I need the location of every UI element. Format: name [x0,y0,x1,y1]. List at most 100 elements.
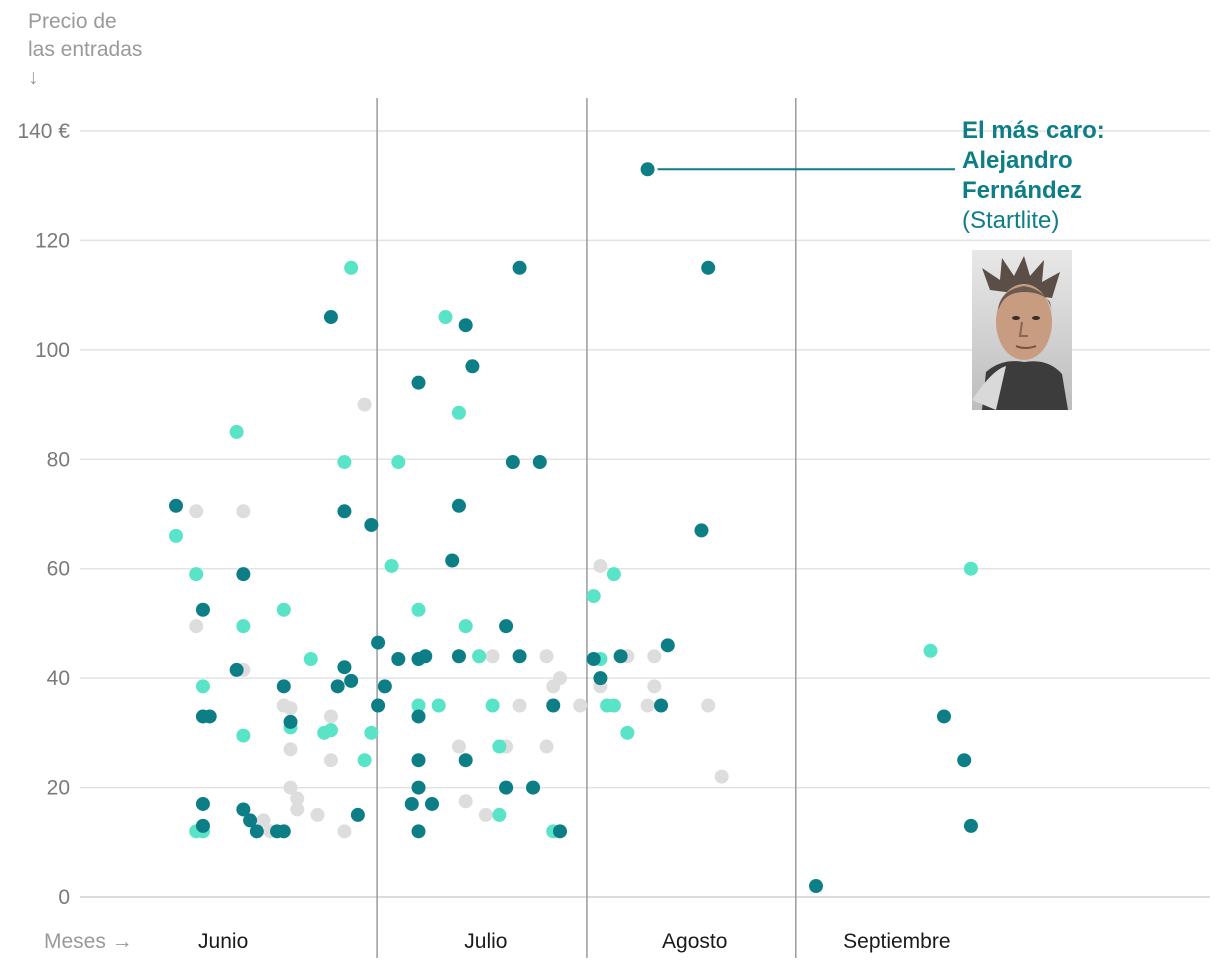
annotation-line3: Fernández [962,177,1083,204]
y-tick-label: 140 € [17,120,70,143]
data-point-dark [553,824,567,839]
x-month-label: Agosto [662,930,727,953]
data-point-dark [701,260,716,275]
data-point-dark [963,818,978,833]
data-point-dark [411,753,426,768]
annotation-line1: El más caro: [962,117,1105,144]
data-point-dark [249,824,264,839]
y-axis-title-line2: las entradas [28,38,143,61]
data-point-dark [236,802,251,817]
data-point-light [236,728,251,743]
data-point-light [323,723,338,738]
data-point-dark [640,162,655,177]
data-point-dark [411,780,426,795]
y-tick-label: 40 [47,667,70,690]
data-point-dark [512,649,527,664]
data-point-dark [337,504,352,519]
data-point-dark [694,523,709,538]
data-point-light [492,807,507,822]
data-point-dark [169,498,183,513]
data-point-dark [458,318,473,333]
data-point-dark [532,455,547,470]
data-point-light [492,739,507,754]
data-point-light [195,679,210,694]
data-point-grey [189,619,204,634]
data-point-dark [586,651,601,666]
data-point-light [620,725,635,740]
data-point-dark [276,824,291,839]
artist-photo [972,250,1072,410]
y-tick-label: 0 [58,886,70,909]
data-point-light [586,589,601,604]
y-tick-label: 120 [35,229,70,252]
data-point-dark [613,649,628,664]
data-point-grey [283,701,298,716]
data-point-light [431,698,446,713]
data-point-light [606,567,621,582]
data-point-dark [546,698,561,713]
data-point-light [411,698,426,713]
data-point-dark [957,753,972,768]
data-point-light [189,567,204,582]
data-point-dark [195,796,210,811]
data-point-light [472,649,487,664]
data-point-light [391,455,406,470]
data-point-dark [404,796,419,811]
data-point-dark [418,649,433,664]
data-point-light [923,643,938,658]
data-point-grey [236,504,251,519]
data-point-grey [290,802,305,817]
data-point-grey [357,397,372,412]
artist-portrait-image [972,250,1072,410]
data-point-grey [337,824,352,839]
data-point-grey [573,698,588,713]
gridlines [80,130,1210,898]
data-point-grey [478,807,493,822]
data-point-light [411,602,426,617]
data-point-dark [451,498,466,513]
data-point-light [303,651,318,666]
data-point-dark [236,567,251,582]
data-point-grey [256,813,271,828]
y-axis-arrow: ↓ [28,66,39,89]
data-points [169,162,978,894]
y-tick-label: 20 [47,777,70,800]
data-point-dark [526,780,541,795]
data-point-grey [593,558,608,573]
data-point-grey [458,794,473,809]
data-point-dark [364,517,379,532]
data-point-light [458,619,473,634]
data-point-dark [195,818,210,833]
y-tick-label: 80 [47,448,70,471]
data-point-light [606,698,621,713]
data-point-grey [640,698,655,713]
data-point-light [229,424,244,439]
y-axis-ticks: 0 20 40 60 80 100 120 140 € [17,120,70,909]
data-point-grey [647,649,662,664]
data-point-dark [451,649,466,664]
data-point-light [337,455,352,470]
data-point-dark [377,679,392,694]
data-point-grey [714,769,729,784]
data-point-dark [654,698,669,713]
data-point-dark [445,553,460,568]
data-point-dark [593,671,608,686]
x-month-label: Junio [198,930,248,953]
data-point-dark [660,638,675,653]
data-point-grey [323,753,338,768]
y-axis-title: Precio de las entradas ↓ [28,8,142,92]
x-axis-month-labels: Junio Julio Agosto Septiembre [198,930,950,953]
x-axis-title: Meses → [44,930,133,953]
annotation-venue: (Startlite) [962,207,1060,234]
data-point-dark [937,709,951,724]
data-point-light [344,260,359,275]
data-point-light [438,310,453,325]
data-point-dark [465,359,480,374]
data-point-grey [451,739,466,754]
data-point-dark [458,753,473,768]
data-point-dark [195,602,210,617]
data-point-grey [323,709,338,724]
data-point-dark [411,375,426,390]
y-tick-label: 60 [47,558,70,581]
